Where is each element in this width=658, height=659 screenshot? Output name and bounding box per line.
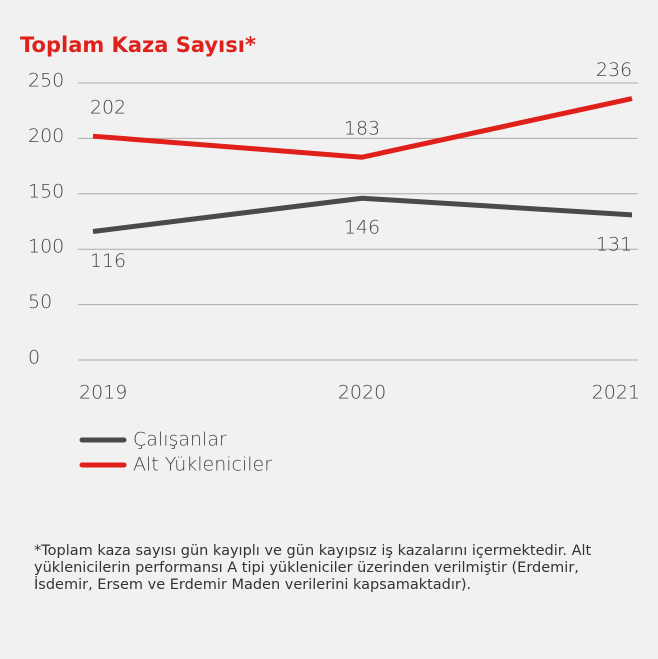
- x-tick-label: 2019: [79, 382, 127, 404]
- series-line: [92, 195, 633, 234]
- data-label: 146: [344, 217, 380, 239]
- y-tick-label: 0: [28, 347, 40, 369]
- x-tick-label: 2021: [592, 382, 640, 404]
- series-line: [92, 96, 633, 160]
- legend-label: Çalışanlar: [133, 429, 227, 451]
- data-label: 131: [596, 233, 632, 255]
- y-tick-label: 150: [28, 180, 64, 202]
- data-label: 183: [344, 118, 380, 140]
- y-tick-label: 50: [28, 291, 52, 313]
- y-tick-label: 200: [28, 125, 64, 147]
- y-tick-label: 250: [28, 70, 64, 92]
- legend-label: Alt Yükleniciler: [133, 454, 272, 476]
- data-label: 116: [90, 250, 126, 272]
- chart: Toplam Kaza Sayısı* 0 50 100 150 200 250 2019 2…: [20, 33, 640, 476]
- data-label: 236: [596, 59, 632, 81]
- chart-title: Toplam Kaza Sayısı*: [20, 33, 256, 57]
- x-tick-label: 2020: [338, 382, 386, 404]
- data-label: 202: [90, 97, 126, 119]
- footnote: *Toplam kaza sayısı gün kayıplı ve gün k…: [34, 543, 592, 593]
- y-tick-label: 100: [28, 236, 64, 258]
